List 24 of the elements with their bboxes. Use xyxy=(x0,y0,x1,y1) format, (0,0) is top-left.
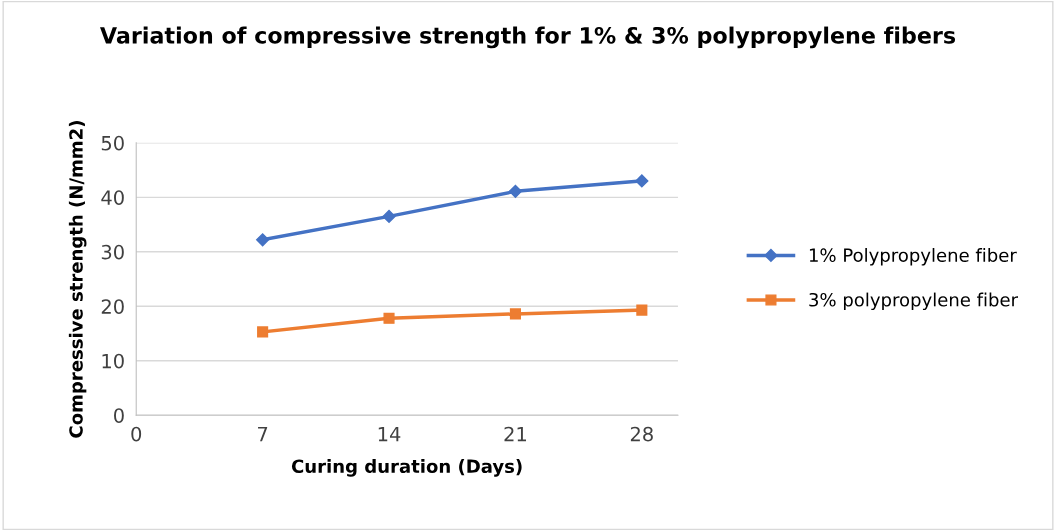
x-tick-label: 28 xyxy=(630,426,653,442)
point xyxy=(636,304,648,316)
y-tick-label: 30 xyxy=(101,244,124,260)
point xyxy=(256,233,270,247)
y-tick-label: 0 xyxy=(114,408,124,423)
point xyxy=(257,326,269,338)
point xyxy=(382,209,396,223)
chart-title: Variation of compressive strength for 1% & 3% polypropylene fibers xyxy=(100,26,956,49)
y-tick-label: 50 xyxy=(101,135,124,151)
x-tick-label: 7 xyxy=(258,426,268,442)
x-tick-label: 0 xyxy=(131,426,142,442)
x-tick-label: 14 xyxy=(378,426,401,442)
x-tick-label: 21 xyxy=(504,426,527,442)
x-axis-title: Curing duration (Days) xyxy=(291,459,522,477)
y-axis-title: Compressive strength (N/mm2) xyxy=(68,121,87,438)
point xyxy=(508,184,523,198)
point xyxy=(509,308,521,320)
legend-label: 1% Polypropylene fiber xyxy=(809,248,1017,266)
legend-label: 3% polypropylene fiber xyxy=(809,292,1018,311)
y-tick-label: 40 xyxy=(101,190,124,205)
point xyxy=(383,312,395,324)
point xyxy=(635,174,649,188)
y-tick-label: 10 xyxy=(102,353,124,369)
y-tick-label: 20 xyxy=(101,299,124,314)
